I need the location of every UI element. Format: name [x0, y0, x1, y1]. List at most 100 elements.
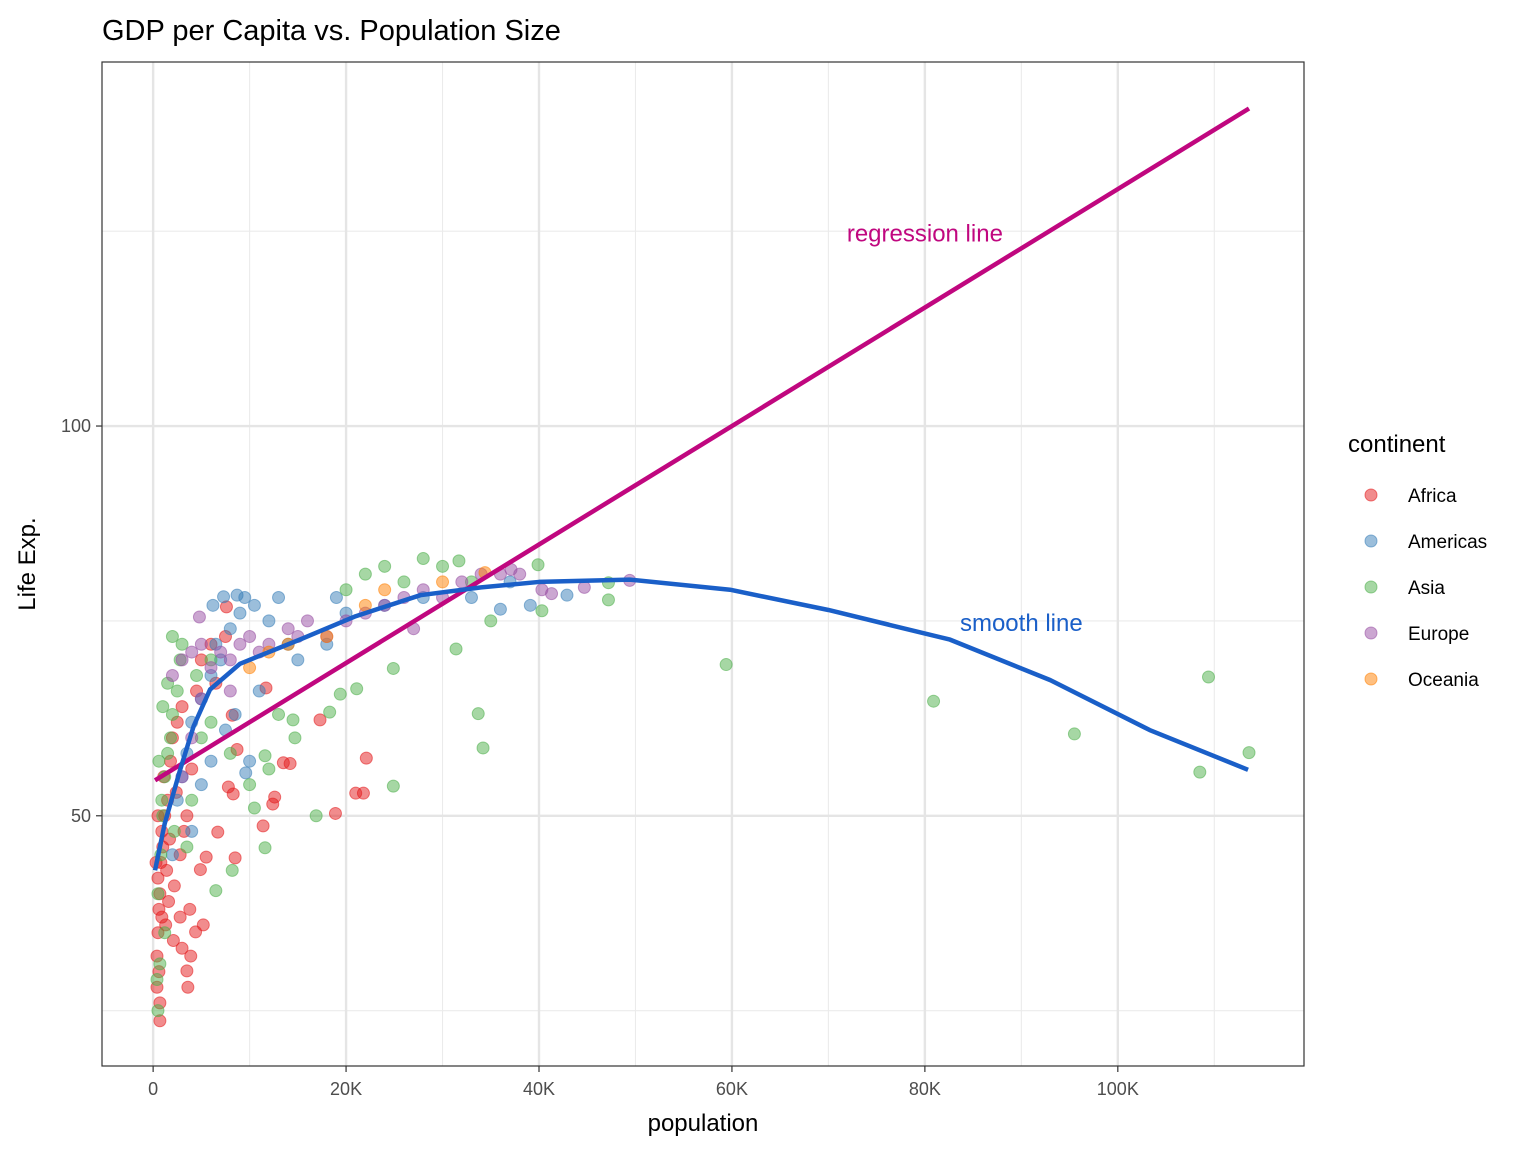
point-africa [184, 949, 198, 963]
point-asia [150, 972, 164, 986]
point-africa [199, 850, 213, 864]
point-asia [170, 684, 184, 698]
point-americas [228, 707, 242, 721]
point-asia [258, 749, 272, 763]
legend-label-africa: Africa [1408, 486, 1457, 507]
point-africa [221, 780, 235, 794]
legend: Africa Americas Asia Europe Oceania [1364, 486, 1487, 691]
point-africa [151, 871, 165, 885]
point-americas [217, 590, 231, 604]
point-asia [339, 583, 353, 597]
point-asia [225, 863, 239, 877]
annotation-label: smooth line [960, 610, 1083, 637]
point-asia [262, 762, 276, 776]
legend-label-americas: Americas [1408, 532, 1487, 553]
point-asia [165, 707, 179, 721]
point-americas [247, 598, 261, 612]
point-asia [152, 754, 166, 768]
point-asia [1067, 727, 1081, 741]
point-asia [161, 746, 175, 760]
point-africa [185, 762, 199, 776]
point-asia [288, 731, 302, 745]
fit-lines [152, 106, 1251, 871]
point-americas [560, 588, 574, 602]
point-americas [185, 824, 199, 838]
point-americas [329, 591, 343, 605]
x-tick-label: 60K [716, 1079, 748, 1099]
point-europe [300, 614, 314, 628]
point-asia [531, 558, 545, 572]
point-asia [180, 840, 194, 854]
point-asia [484, 614, 498, 628]
point-africa [175, 700, 189, 714]
point-asia [165, 629, 179, 643]
point-asia [601, 593, 615, 607]
point-asia [309, 809, 323, 823]
point-americas [230, 588, 244, 602]
legend-label-oceania: Oceania [1408, 670, 1479, 691]
point-africa [193, 863, 207, 877]
point-oceania [378, 583, 392, 597]
point-europe [223, 684, 237, 698]
point-oceania [436, 575, 450, 589]
legend-key-africa [1364, 488, 1378, 502]
point-africa [166, 934, 180, 947]
point-asia [190, 668, 204, 682]
point-asia [386, 661, 400, 675]
point-europe [233, 637, 247, 651]
chart-title: GDP per Capita vs. Population Size [102, 15, 561, 47]
point-americas [493, 602, 507, 616]
point-asia [158, 926, 172, 940]
point-americas [243, 754, 257, 768]
y-tick-label: 100 [61, 416, 91, 436]
legend-key-europe [1364, 626, 1378, 640]
axis-ticks: 0 20K 40K 60K 80K 100K 50 100 [61, 416, 1139, 1099]
smooth-line [152, 577, 1249, 871]
x-tick-label: 40K [523, 1079, 555, 1099]
point-asia [163, 731, 177, 745]
point-asia [378, 559, 392, 573]
annotation-label: regression line [847, 220, 1003, 247]
point-asia [719, 658, 733, 672]
point-asia [386, 779, 400, 793]
y-axis-label: Life Exp. [14, 517, 41, 610]
point-asia [1201, 670, 1215, 684]
point-asia [471, 707, 485, 721]
point-asia [452, 554, 466, 568]
x-axis-label: population [648, 1110, 759, 1137]
legend-title: continent [1348, 431, 1446, 458]
point-asia [535, 604, 549, 618]
point-americas [291, 653, 305, 667]
point-asia [185, 793, 199, 807]
point-asia [258, 841, 272, 855]
point-europe [545, 587, 559, 601]
point-americas [206, 598, 220, 612]
point-americas [252, 684, 266, 698]
point-europe [577, 580, 591, 594]
point-africa [181, 980, 195, 994]
point-europe [165, 668, 179, 682]
point-americas [272, 591, 286, 605]
point-americas [262, 614, 276, 628]
point-asia [350, 682, 364, 696]
point-americas [165, 848, 179, 862]
point-asia [155, 793, 169, 807]
point-africa [313, 713, 327, 727]
point-asia [151, 887, 165, 901]
x-tick-label: 100K [1097, 1079, 1139, 1099]
point-asia [1242, 746, 1256, 760]
point-americas [239, 766, 253, 780]
point-asia [449, 642, 463, 656]
point-africa [162, 895, 176, 909]
point-asia [243, 778, 257, 792]
point-americas [223, 622, 237, 636]
point-asia [397, 575, 411, 589]
point-asia [153, 957, 167, 971]
point-asia [209, 884, 223, 898]
point-asia [323, 705, 337, 719]
point-americas [204, 754, 218, 768]
point-europe [223, 653, 237, 667]
point-africa [173, 910, 187, 924]
point-africa [276, 756, 290, 770]
point-africa [359, 751, 373, 765]
